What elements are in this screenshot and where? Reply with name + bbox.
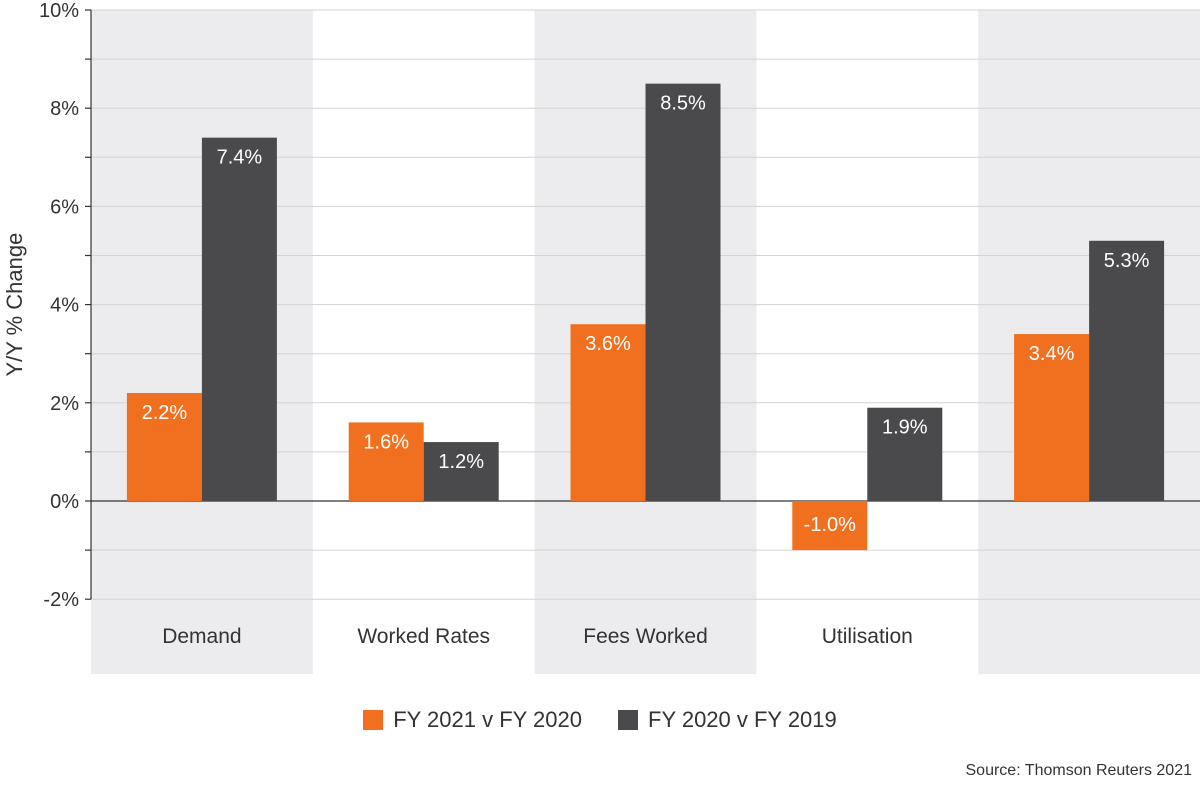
y-tick-label: 6% <box>50 196 79 218</box>
data-label: 1.9% <box>882 417 928 439</box>
bar-series-1 <box>792 501 868 551</box>
bar-series-1 <box>348 422 424 501</box>
legend-swatch-series-2 <box>618 710 638 730</box>
bar-chart: -2% 0% 2% 4% 6% 8% 10% Y/Y % Change 2.2% 7.4% Dema… <box>2 0 1200 674</box>
x-tick-label: Worked Rates <box>357 625 490 648</box>
x-tick-label: Fees Worked <box>583 625 708 648</box>
legend-label-series-2: FY 2020 v FY 2019 <box>648 707 837 732</box>
data-label: 1.6% <box>363 431 409 453</box>
data-label: -1.0% <box>804 514 856 536</box>
legend-item-series-2: FY 2020 v FY 2019 <box>618 707 837 733</box>
bar-series-1 <box>1014 334 1090 501</box>
bar-series-2 <box>201 137 277 501</box>
data-label: 3.6% <box>585 333 631 355</box>
bar-series-2 <box>423 442 499 501</box>
y-tick-label: 8% <box>50 98 79 120</box>
y-tick-label: 2% <box>50 393 79 415</box>
bar-series-2 <box>867 407 943 501</box>
bar-series-1 <box>126 392 202 501</box>
source-note: Source: Thomson Reuters 2021 <box>965 762 1193 779</box>
data-label: 5.3% <box>1104 250 1150 272</box>
legend-swatch-series-1 <box>363 710 384 730</box>
y-tick-label: 0% <box>50 491 79 513</box>
data-label: 7.4% <box>217 147 263 169</box>
data-label: 2.2% <box>142 402 188 424</box>
data-label: 8.5% <box>660 93 706 115</box>
y-tick-label: -2% <box>43 589 79 611</box>
chart-legend: FY 2021 v FY 2020 FY 2020 v FY 2019 <box>0 707 1200 733</box>
y-axis-label: Y/Y % Change <box>2 233 27 377</box>
y-tick-label: 10% <box>39 0 79 22</box>
x-tick-label: Demand <box>162 625 241 648</box>
bar-series-2 <box>645 83 721 502</box>
legend-label-series-1: FY 2021 v FY 2020 <box>393 707 582 732</box>
data-label: 3.4% <box>1029 343 1075 365</box>
y-tick-label: 4% <box>50 295 79 317</box>
bar-series-2 <box>1089 240 1165 501</box>
legend-item-series-1: FY 2021 v FY 2020 <box>363 707 582 733</box>
data-label: 1.2% <box>438 451 484 473</box>
x-tick-label: Utilisation <box>822 625 913 648</box>
bar-series-1 <box>570 324 646 501</box>
